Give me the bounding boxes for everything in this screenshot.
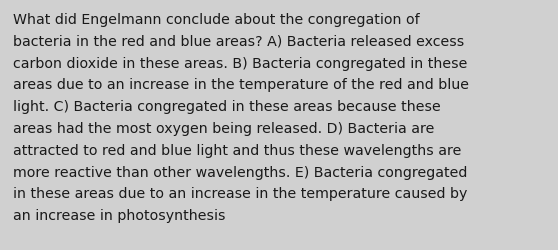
Text: an increase in photosynthesis: an increase in photosynthesis (13, 208, 225, 222)
Text: in these areas due to an increase in the temperature caused by: in these areas due to an increase in the… (13, 187, 468, 200)
Text: areas had the most oxygen being released. D) Bacteria are: areas had the most oxygen being released… (13, 122, 434, 136)
Text: What did Engelmann conclude about the congregation of: What did Engelmann conclude about the co… (13, 13, 420, 27)
Text: areas due to an increase in the temperature of the red and blue: areas due to an increase in the temperat… (13, 78, 469, 92)
Text: attracted to red and blue light and thus these wavelengths are: attracted to red and blue light and thus… (13, 143, 461, 157)
Text: bacteria in the red and blue areas? A) Bacteria released excess: bacteria in the red and blue areas? A) B… (13, 35, 464, 48)
Text: more reactive than other wavelengths. E) Bacteria congregated: more reactive than other wavelengths. E)… (13, 165, 468, 179)
Text: carbon dioxide in these areas. B) Bacteria congregated in these: carbon dioxide in these areas. B) Bacter… (13, 56, 468, 70)
Text: light. C) Bacteria congregated in these areas because these: light. C) Bacteria congregated in these … (13, 100, 441, 114)
